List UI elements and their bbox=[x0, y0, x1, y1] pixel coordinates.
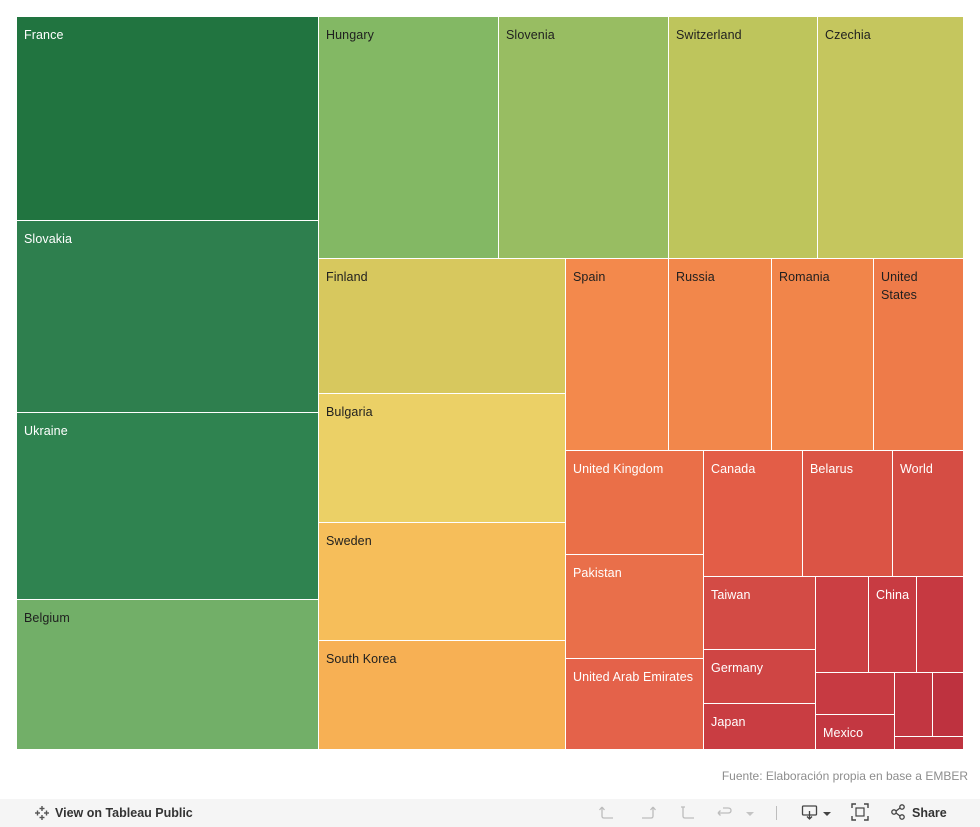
source-note: Fuente: Elaboración propia en base a EMB… bbox=[721, 769, 968, 783]
refresh-dropdown[interactable] bbox=[745, 799, 755, 827]
treemap-cell[interactable]: Spain bbox=[566, 259, 669, 451]
treemap-cell[interactable]: France bbox=[17, 17, 319, 221]
treemap-cell-label: Belarus bbox=[810, 462, 854, 476]
treemap-cell[interactable]: United Kingdom bbox=[566, 451, 704, 555]
treemap-cell-label: Hungary bbox=[326, 28, 374, 42]
treemap-cell-label: Spain bbox=[573, 270, 606, 284]
treemap-cell[interactable]: Czechia bbox=[818, 17, 964, 259]
view-on-tableau-button[interactable]: View on Tableau Public bbox=[34, 799, 193, 827]
treemap-cell[interactable]: Switzerland bbox=[669, 17, 818, 259]
treemap-cell[interactable] bbox=[816, 673, 895, 715]
treemap-cell-label: World bbox=[900, 462, 933, 476]
treemap-cell-label: Germany bbox=[711, 661, 764, 675]
redo-button[interactable] bbox=[639, 799, 657, 827]
treemap-cell[interactable]: United Arab Emirates bbox=[566, 659, 704, 750]
treemap-cell[interactable]: Canada bbox=[704, 451, 803, 577]
treemap-cell-label: Finland bbox=[326, 270, 368, 284]
treemap-cell[interactable]: Japan bbox=[704, 704, 816, 750]
treemap-cell[interactable]: South Korea bbox=[319, 641, 566, 750]
share-label: Share bbox=[912, 806, 947, 820]
chevron-down-icon bbox=[745, 806, 755, 821]
treemap-cell-label: Taiwan bbox=[711, 588, 751, 602]
treemap-chart: France Slovakia Ukraine Belgium Hungary Slove… bbox=[17, 17, 964, 750]
revert-button[interactable] bbox=[679, 799, 697, 827]
treemap-cell-label: Slovakia bbox=[24, 232, 73, 246]
view-on-tableau-label: View on Tableau Public bbox=[55, 806, 193, 820]
treemap-cell[interactable] bbox=[917, 577, 964, 673]
treemap-cell-label: Belgium bbox=[24, 611, 70, 625]
treemap-cell[interactable]: Russia bbox=[669, 259, 772, 451]
treemap-cell-label: Japan bbox=[711, 715, 746, 729]
treemap-cell-label: Sweden bbox=[326, 534, 372, 548]
treemap-cell-label: Switzerland bbox=[676, 28, 742, 42]
treemap-cell[interactable]: Slovenia bbox=[499, 17, 669, 259]
treemap-cell[interactable]: Finland bbox=[319, 259, 566, 394]
treemap-cell-label: Pakistan bbox=[573, 566, 622, 580]
treemap-cell[interactable]: Belarus bbox=[803, 451, 893, 577]
treemap-cell[interactable]: Ukraine bbox=[17, 413, 319, 600]
treemap-cell-label: United Arab Emirates bbox=[573, 670, 694, 684]
treemap-cell[interactable] bbox=[895, 737, 964, 750]
tableau-toolbar: View on Tableau Public bbox=[0, 799, 980, 827]
treemap-cell-label: South Korea bbox=[326, 652, 397, 666]
treemap-cell-label: Czechia bbox=[825, 28, 871, 42]
redo-icon bbox=[639, 804, 657, 823]
treemap-cell-label: United Kingdom bbox=[573, 462, 664, 476]
download-icon bbox=[801, 804, 819, 823]
revert-icon bbox=[679, 804, 697, 823]
treemap-cell[interactable]: Belgium bbox=[17, 600, 319, 750]
treemap-cell[interactable]: Sweden bbox=[319, 523, 566, 641]
treemap-cell-label: Bulgaria bbox=[326, 405, 373, 419]
fullscreen-icon bbox=[851, 802, 869, 824]
treemap-cell-label: Mexico bbox=[823, 726, 864, 740]
refresh-button[interactable] bbox=[715, 799, 735, 827]
treemap-cell-label: Slovenia bbox=[506, 28, 555, 42]
treemap-cell[interactable] bbox=[816, 577, 869, 673]
fullscreen-button[interactable] bbox=[851, 799, 869, 827]
treemap-cell[interactable]: Slovakia bbox=[17, 221, 319, 413]
share-button[interactable]: Share bbox=[890, 799, 947, 827]
refresh-icon bbox=[715, 804, 735, 823]
treemap-cell[interactable]: Germany bbox=[704, 650, 816, 704]
treemap-cell-label: Romania bbox=[779, 270, 830, 284]
treemap-cell[interactable]: Hungary bbox=[319, 17, 499, 259]
treemap-cell[interactable] bbox=[933, 673, 964, 737]
treemap-cell[interactable]: World bbox=[893, 451, 964, 577]
treemap-cell-label: Russia bbox=[676, 270, 715, 284]
treemap-cell[interactable]: Mexico bbox=[816, 715, 895, 750]
treemap-cell[interactable]: Bulgaria bbox=[319, 394, 566, 523]
treemap-cell[interactable]: China bbox=[869, 577, 917, 673]
chevron-down-icon bbox=[822, 806, 832, 821]
treemap-cell[interactable]: United States bbox=[874, 259, 964, 451]
tableau-logo-icon bbox=[34, 805, 50, 821]
treemap-cell-label: China bbox=[876, 588, 910, 602]
share-icon bbox=[890, 803, 906, 823]
treemap-cell-label: Ukraine bbox=[24, 424, 68, 438]
toolbar-divider bbox=[776, 806, 777, 820]
treemap-cell[interactable]: Romania bbox=[772, 259, 874, 451]
treemap-cell-label: France bbox=[24, 28, 64, 42]
treemap-cell[interactable] bbox=[895, 673, 933, 737]
treemap-cell[interactable]: Taiwan bbox=[704, 577, 816, 650]
treemap-cell[interactable]: Pakistan bbox=[566, 555, 704, 659]
treemap-cell-label: United States bbox=[881, 270, 918, 302]
undo-icon bbox=[598, 804, 616, 823]
download-button[interactable] bbox=[801, 799, 832, 827]
undo-button[interactable] bbox=[598, 799, 616, 827]
treemap-cell-label: Canada bbox=[711, 462, 756, 476]
